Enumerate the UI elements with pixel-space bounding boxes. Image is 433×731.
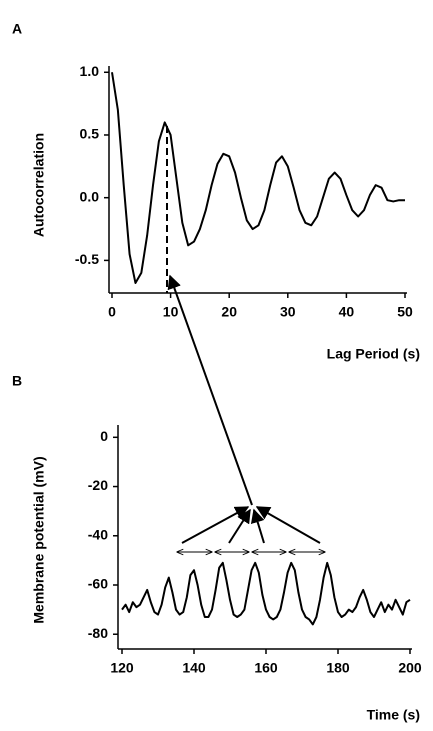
y-tick-label: 0 <box>100 428 108 444</box>
y-tick-label: 0.5 <box>80 126 100 142</box>
x-axis-label: Time (s) <box>367 707 420 723</box>
y-axis-label: Membrane potential (mV) <box>31 456 47 623</box>
y-tick-label: 1.0 <box>80 63 100 79</box>
y-axis-label: Autocorrelation <box>31 133 47 237</box>
arrow <box>167 274 253 506</box>
data-line <box>121 561 411 626</box>
data-line <box>111 72 405 284</box>
x-tick-label: 160 <box>254 660 278 676</box>
y-tick-label: 0.0 <box>80 188 100 204</box>
y-tick-label: -80 <box>88 625 108 641</box>
x-tick-label: 50 <box>397 304 413 320</box>
arrow <box>255 506 321 544</box>
y-tick-label: -20 <box>88 477 108 493</box>
panel-label: B <box>12 373 22 389</box>
x-tick-label: 180 <box>326 660 350 676</box>
annotations <box>166 126 325 552</box>
x-tick-label: 40 <box>339 304 355 320</box>
panel-label: A <box>12 21 22 37</box>
arrow <box>228 508 251 544</box>
y-tick-label: -40 <box>88 526 108 542</box>
x-tick-label: 140 <box>182 660 206 676</box>
x-tick-label: 10 <box>163 304 179 320</box>
y-tick-label: -0.5 <box>75 251 99 267</box>
x-tick-label: 20 <box>221 304 237 320</box>
x-tick-label: 0 <box>108 304 116 320</box>
y-tick-label: -60 <box>88 576 108 592</box>
x-tick-label: 30 <box>280 304 296 320</box>
arrow <box>250 508 265 544</box>
arrow <box>181 506 250 544</box>
x-tick-label: 200 <box>398 660 422 676</box>
x-tick-label: 120 <box>110 660 134 676</box>
x-axis-label: Lag Period (s) <box>327 346 420 362</box>
